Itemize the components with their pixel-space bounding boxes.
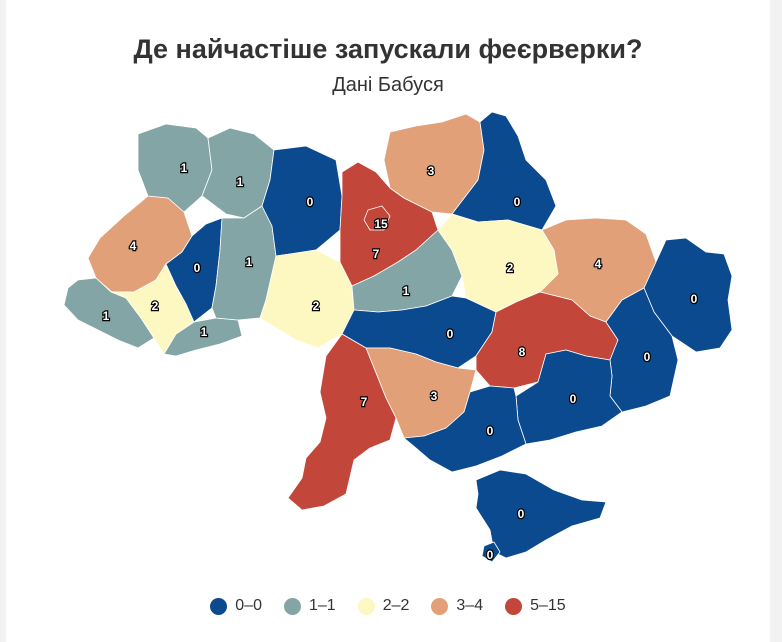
region-crimea[interactable] — [475, 469, 607, 559]
region-value-label: 1 — [201, 325, 208, 339]
region-value-label: 4 — [595, 257, 602, 271]
region-zhytomyr[interactable] — [261, 145, 343, 257]
legend-label: 1–1 — [309, 597, 336, 614]
region-value-label: 1 — [237, 175, 244, 189]
region-value-label: 8 — [519, 345, 526, 359]
legend-label: 0–0 — [235, 597, 262, 614]
region-value-label: 0 — [644, 350, 651, 364]
region-value-label: 0 — [487, 548, 494, 562]
legend-item-1-1[interactable]: 1–1 — [284, 597, 336, 615]
region-chernivtsi[interactable] — [163, 317, 243, 357]
region-value-label: 2 — [313, 299, 320, 313]
legend-swatch — [505, 597, 523, 615]
region-vinnytsia[interactable] — [259, 249, 355, 349]
legend-label: 5–15 — [530, 597, 566, 614]
legend-swatch — [357, 597, 375, 615]
legend-item-0-0[interactable]: 0–0 — [210, 597, 262, 615]
legend-item-3-4[interactable]: 3–4 — [431, 597, 483, 615]
region-value-label: 3 — [428, 164, 435, 178]
legend-item-5-15[interactable]: 5–15 — [505, 597, 566, 615]
legend-swatch — [284, 597, 301, 615]
region-value-label: 1 — [103, 309, 110, 323]
region-value-label: 2 — [152, 299, 159, 313]
region-value-label: 0 — [518, 507, 525, 521]
region-value-label: 0 — [691, 292, 698, 306]
region-sevastopol[interactable] — [481, 541, 501, 563]
region-odesa[interactable] — [287, 333, 397, 511]
legend-swatch — [210, 597, 228, 615]
region-value-label: 0 — [194, 261, 201, 275]
region-value-label: 2 — [507, 261, 514, 275]
map-value-labels: 1 1 0 7 15 3 0 4 0 1 1 2 1 2 1 2 4 0 8 0 0 0 3 7 0 0 0 — [101, 160, 698, 563]
region-value-label: 7 — [373, 247, 380, 261]
map-legend: 0–0 1–1 2–2 3–4 5–15 — [6, 597, 770, 615]
legend-item-2-2[interactable]: 2–2 — [357, 597, 410, 615]
region-value-label: 15 — [374, 217, 388, 231]
region-value-label: 7 — [361, 395, 368, 409]
legend-label: 3–4 — [456, 597, 484, 614]
region-value-label: 0 — [487, 424, 494, 438]
legend-swatch — [431, 597, 449, 615]
map-card: Де найчастіше запускали феєрверки? Дані … — [6, 0, 770, 642]
region-zakarpattia[interactable] — [63, 277, 155, 349]
region-value-label: 1 — [246, 255, 253, 269]
region-value-label: 1 — [181, 161, 188, 175]
region-value-label: 0 — [514, 195, 521, 209]
ukraine-map: 1 1 0 7 15 3 0 4 0 1 1 2 1 2 1 2 4 0 8 0 0 0 3 7 0 0 0 — [63, 111, 733, 563]
region-value-label: 3 — [431, 389, 438, 403]
region-value-label: 0 — [570, 392, 577, 406]
region-value-label: 0 — [447, 327, 454, 341]
map-subtitle: Дані Бабуся — [332, 74, 444, 96]
region-value-label: 1 — [403, 284, 410, 298]
region-sumy[interactable] — [451, 111, 557, 231]
region-value-label: 0 — [307, 195, 314, 209]
region-value-label: 4 — [130, 239, 137, 253]
legend-label: 2–2 — [382, 597, 410, 614]
region-kyiv-city[interactable] — [363, 205, 391, 231]
region-kherson[interactable] — [403, 385, 527, 473]
map-title: Де найчастіше запускали феєрверки? — [133, 34, 643, 64]
